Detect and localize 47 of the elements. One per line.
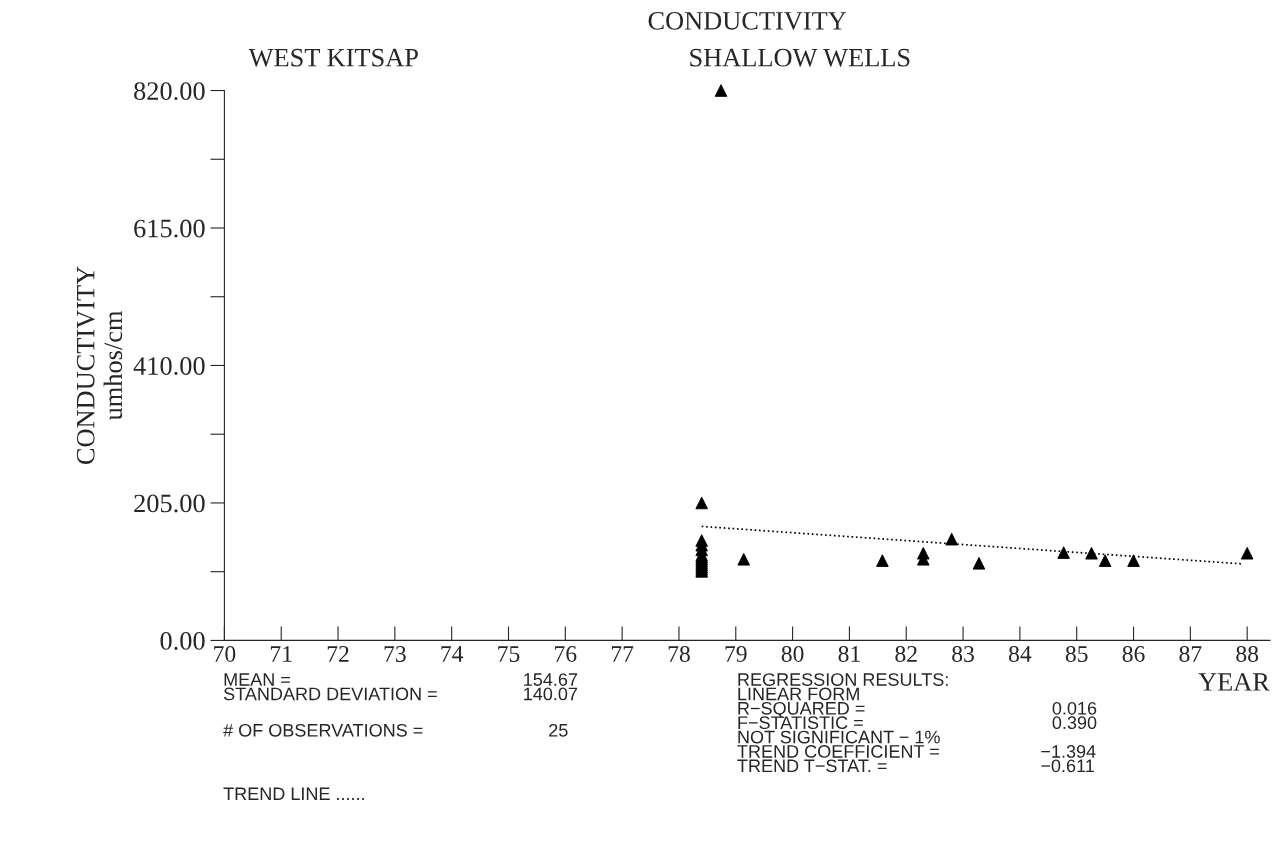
- x-tick-label: 77: [611, 646, 634, 662]
- x-tick-label: 78: [668, 645, 690, 662]
- x-tick-label: 80: [781, 645, 804, 662]
- text: F−STATISTIC =: [738, 716, 863, 730]
- text: # OF OBSERVATIONS =: [223, 723, 423, 737]
- x-axis-title: YEAR: [1198, 673, 1270, 691]
- text: MEAN =: [224, 673, 290, 686]
- x-tick-label: 84: [1008, 645, 1032, 662]
- x-tick-label: 74: [441, 646, 464, 662]
- y-tick-label: 615.00: [134, 219, 205, 238]
- text: 25: [549, 723, 568, 737]
- text: STANDARD DEVIATION =: [223, 687, 437, 701]
- text: 0.390: [1052, 716, 1097, 730]
- text: −1.394: [1041, 745, 1096, 758]
- text: 154.67: [524, 673, 578, 686]
- text: TREND LINE ......: [223, 787, 364, 800]
- x-tick-label: 79: [725, 646, 747, 662]
- text: 0.016: [1052, 701, 1097, 715]
- x-tick-label: 76: [555, 646, 577, 662]
- x-tick-label: 83: [952, 645, 974, 662]
- text: 140.07: [524, 687, 578, 701]
- x-tick-label: 70: [214, 645, 236, 662]
- x-tick-label: 81: [838, 645, 860, 662]
- y-tick-label: 820.00: [134, 82, 205, 101]
- text: LINEAR FORM: [738, 687, 859, 701]
- x-tick-label: 73: [384, 646, 406, 662]
- x-tick-label: 85: [1065, 645, 1088, 662]
- text: NOT SIGNIFICANT − 1%: [738, 730, 940, 744]
- text: WEST KITSAP: [248, 48, 418, 67]
- x-tick-label: 88: [1236, 645, 1259, 662]
- text: TREND COEFFICIENT =: [737, 745, 939, 758]
- y-tick-label: 205.00: [134, 494, 205, 513]
- y-tick-label: 0.00: [160, 632, 205, 650]
- y-tick-label: 410.00: [133, 357, 205, 375]
- x-tick-label: 71: [270, 646, 292, 662]
- text: TREND T−STAT. =: [737, 759, 887, 773]
- text: REGRESSION RESULTS:: [738, 673, 948, 686]
- x-tick-label: 72: [327, 646, 349, 662]
- x-tick-label: 82: [895, 645, 917, 662]
- x-tick-label: 75: [498, 646, 520, 662]
- y-axis-title: CONDUCTIVITY umhos/cm: [76, 266, 123, 465]
- x-tick-label: 87: [1179, 645, 1202, 662]
- text: R−SQUARED =: [738, 701, 865, 718]
- text: SHALLOW WELLS: [690, 48, 910, 67]
- text: −0.611: [1041, 759, 1094, 773]
- chart-title: CONDUCTIVITY: [648, 11, 847, 30]
- x-tick-label: 86: [1122, 645, 1145, 662]
